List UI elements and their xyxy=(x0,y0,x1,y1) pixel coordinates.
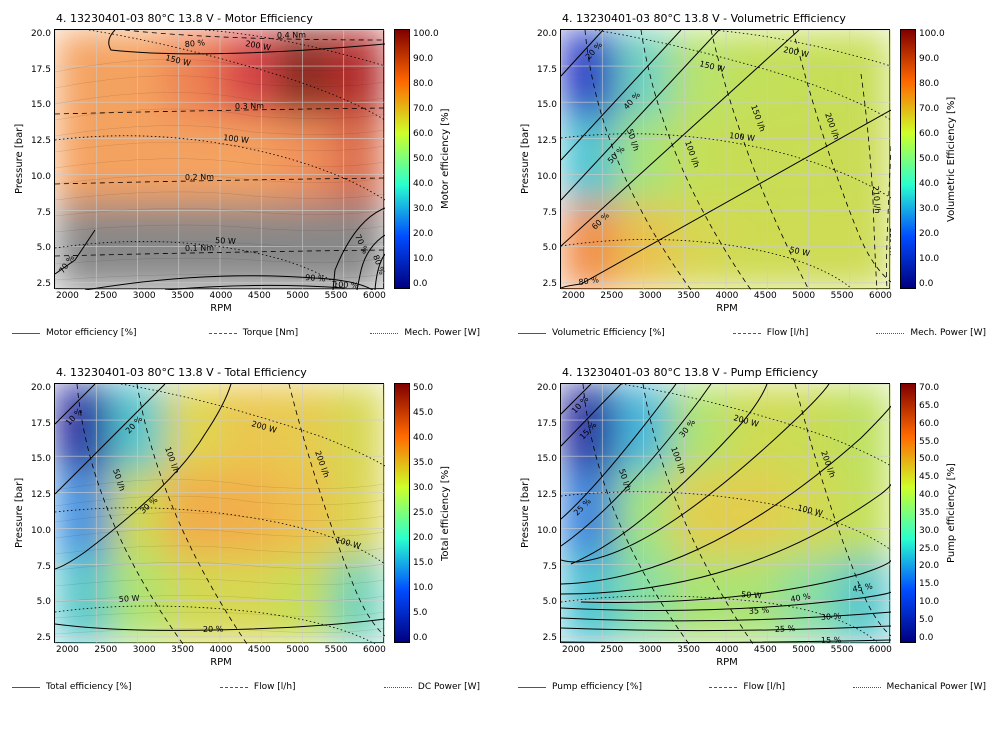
legend-item-solid: Volumetric Efficiency [%] xyxy=(518,328,665,338)
legend-item-dot: Mech. Power [W] xyxy=(876,328,986,338)
svg-text:80 %: 80 % xyxy=(184,38,205,49)
y-axis-ticks: 20.017.515.012.510.07.55.02.5 xyxy=(532,29,560,289)
x-axis-ticks: 200025003000350040004500500055006000 xyxy=(56,291,386,301)
colorbar-ticks: 100.090.080.070.060.050.040.030.020.010.… xyxy=(916,29,946,289)
panel-pump: 4. 13230401-03 80°C 13.8 V - Pump Effici… xyxy=(518,366,986,692)
svg-text:0.1 Nm: 0.1 Nm xyxy=(185,243,214,253)
svg-text:0.3 Nm: 0.3 Nm xyxy=(235,101,264,111)
svg-text:30 %: 30 % xyxy=(821,612,842,622)
svg-text:15 %: 15 % xyxy=(821,636,842,644)
legend-item-dot: DC Power [W] xyxy=(384,682,480,692)
legend: Total efficiency [%] Flow [l/h] DC Power… xyxy=(12,682,480,692)
svg-text:35 %: 35 % xyxy=(749,606,770,616)
svg-text:50 W: 50 W xyxy=(215,236,236,246)
legend: Motor efficiency [%] Torque [Nm] Mech. P… xyxy=(12,328,480,338)
colorbar-ticks: 70.065.060.055.050.045.040.035.030.025.0… xyxy=(916,383,946,643)
colorbar xyxy=(900,383,916,643)
colorbar-label: Motor efficiency [%] xyxy=(440,29,454,289)
colorbar xyxy=(900,29,916,289)
legend-item-solid: Pump efficiency [%] xyxy=(518,682,642,692)
legend: Volumetric Efficiency [%] Flow [l/h] Mec… xyxy=(518,328,986,338)
panel-title: 4. 13230401-03 80°C 13.8 V - Total Effic… xyxy=(56,366,480,379)
panel-motor: 4. 13230401-03 80°C 13.8 V - Motor Effic… xyxy=(12,12,480,338)
colorbar xyxy=(394,29,410,289)
y-axis-ticks: 20.017.515.012.510.07.55.02.5 xyxy=(26,29,54,289)
colorbar-label: Pump efficiency [%] xyxy=(946,383,960,643)
y-axis-label: Pressure [bar] xyxy=(12,383,26,643)
x-axis-ticks: 200025003000350040004500500055006000 xyxy=(56,645,386,655)
x-axis-label: RPM xyxy=(562,657,892,668)
x-axis-ticks: 200025003000350040004500500055006000 xyxy=(562,291,892,301)
y-axis-label: Pressure [bar] xyxy=(518,29,532,289)
colorbar-label: Total efficiency [%] xyxy=(440,383,454,643)
legend-item-dash: Flow [l/h] xyxy=(709,682,785,692)
legend-item-dot: Mechanical Power [W] xyxy=(853,682,987,692)
legend-item-dash: Flow [l/h] xyxy=(733,328,809,338)
legend-item-dot: Mech. Power [W] xyxy=(370,328,480,338)
y-axis-label: Pressure [bar] xyxy=(12,29,26,289)
svg-text:25 %: 25 % xyxy=(775,624,796,634)
panel-volumetric: 4. 13230401-03 80°C 13.8 V - Volumetric … xyxy=(518,12,986,338)
x-axis-label: RPM xyxy=(56,657,386,668)
legend-item-solid: Motor efficiency [%] xyxy=(12,328,137,338)
x-axis-ticks: 200025003000350040004500500055006000 xyxy=(562,645,892,655)
svg-text:0.4 Nm: 0.4 Nm xyxy=(277,30,306,40)
colorbar-label: Volumetric Efficiency [%] xyxy=(946,29,960,289)
legend: Pump efficiency [%] Flow [l/h] Mechanica… xyxy=(518,682,986,692)
colorbar-ticks: 100.090.080.070.060.050.040.030.020.010.… xyxy=(410,29,440,289)
y-axis-ticks: 20.017.515.012.510.07.55.02.5 xyxy=(26,383,54,643)
panel-title: 4. 13230401-03 80°C 13.8 V - Motor Effic… xyxy=(56,12,480,25)
y-axis-label: Pressure [bar] xyxy=(518,383,532,643)
plot-area: 50 W100 W200 W50 l/h100 l/h200 l/h10 %15… xyxy=(560,383,890,643)
y-axis-ticks: 20.017.515.012.510.07.55.02.5 xyxy=(532,383,560,643)
svg-text:100 %: 100 % xyxy=(333,280,359,290)
x-axis-label: RPM xyxy=(562,303,892,314)
svg-text:0.2 Nm: 0.2 Nm xyxy=(185,172,214,182)
svg-text:90 %: 90 % xyxy=(305,273,326,283)
colorbar xyxy=(394,383,410,643)
legend-item-solid: Total efficiency [%] xyxy=(12,682,132,692)
plot-area: 50 W100 W150 W200 W0.1 Nm0.2 Nm0.3 Nm0.4… xyxy=(54,29,384,289)
panel-title: 4. 13230401-03 80°C 13.8 V - Volumetric … xyxy=(562,12,986,25)
colorbar-ticks: 50.045.040.035.030.025.020.015.010.05.00… xyxy=(410,383,440,643)
plot-area: 50 W100 W150 W200 W50 l/h100 l/h150 l/h2… xyxy=(560,29,890,289)
svg-text:220 l/h: 220 l/h xyxy=(888,228,891,256)
x-axis-label: RPM xyxy=(56,303,386,314)
svg-text:20 %: 20 % xyxy=(203,625,224,634)
legend-item-dash: Flow [l/h] xyxy=(220,682,296,692)
svg-text:50 W: 50 W xyxy=(119,594,140,604)
panel-total: 4. 13230401-03 80°C 13.8 V - Total Effic… xyxy=(12,366,480,692)
panel-title: 4. 13230401-03 80°C 13.8 V - Pump Effici… xyxy=(562,366,986,379)
plot-area: 50 W100 W200 W50 l/h100 l/h200 l/h10 %20… xyxy=(54,383,384,643)
legend-item-dash: Torque [Nm] xyxy=(209,328,298,338)
